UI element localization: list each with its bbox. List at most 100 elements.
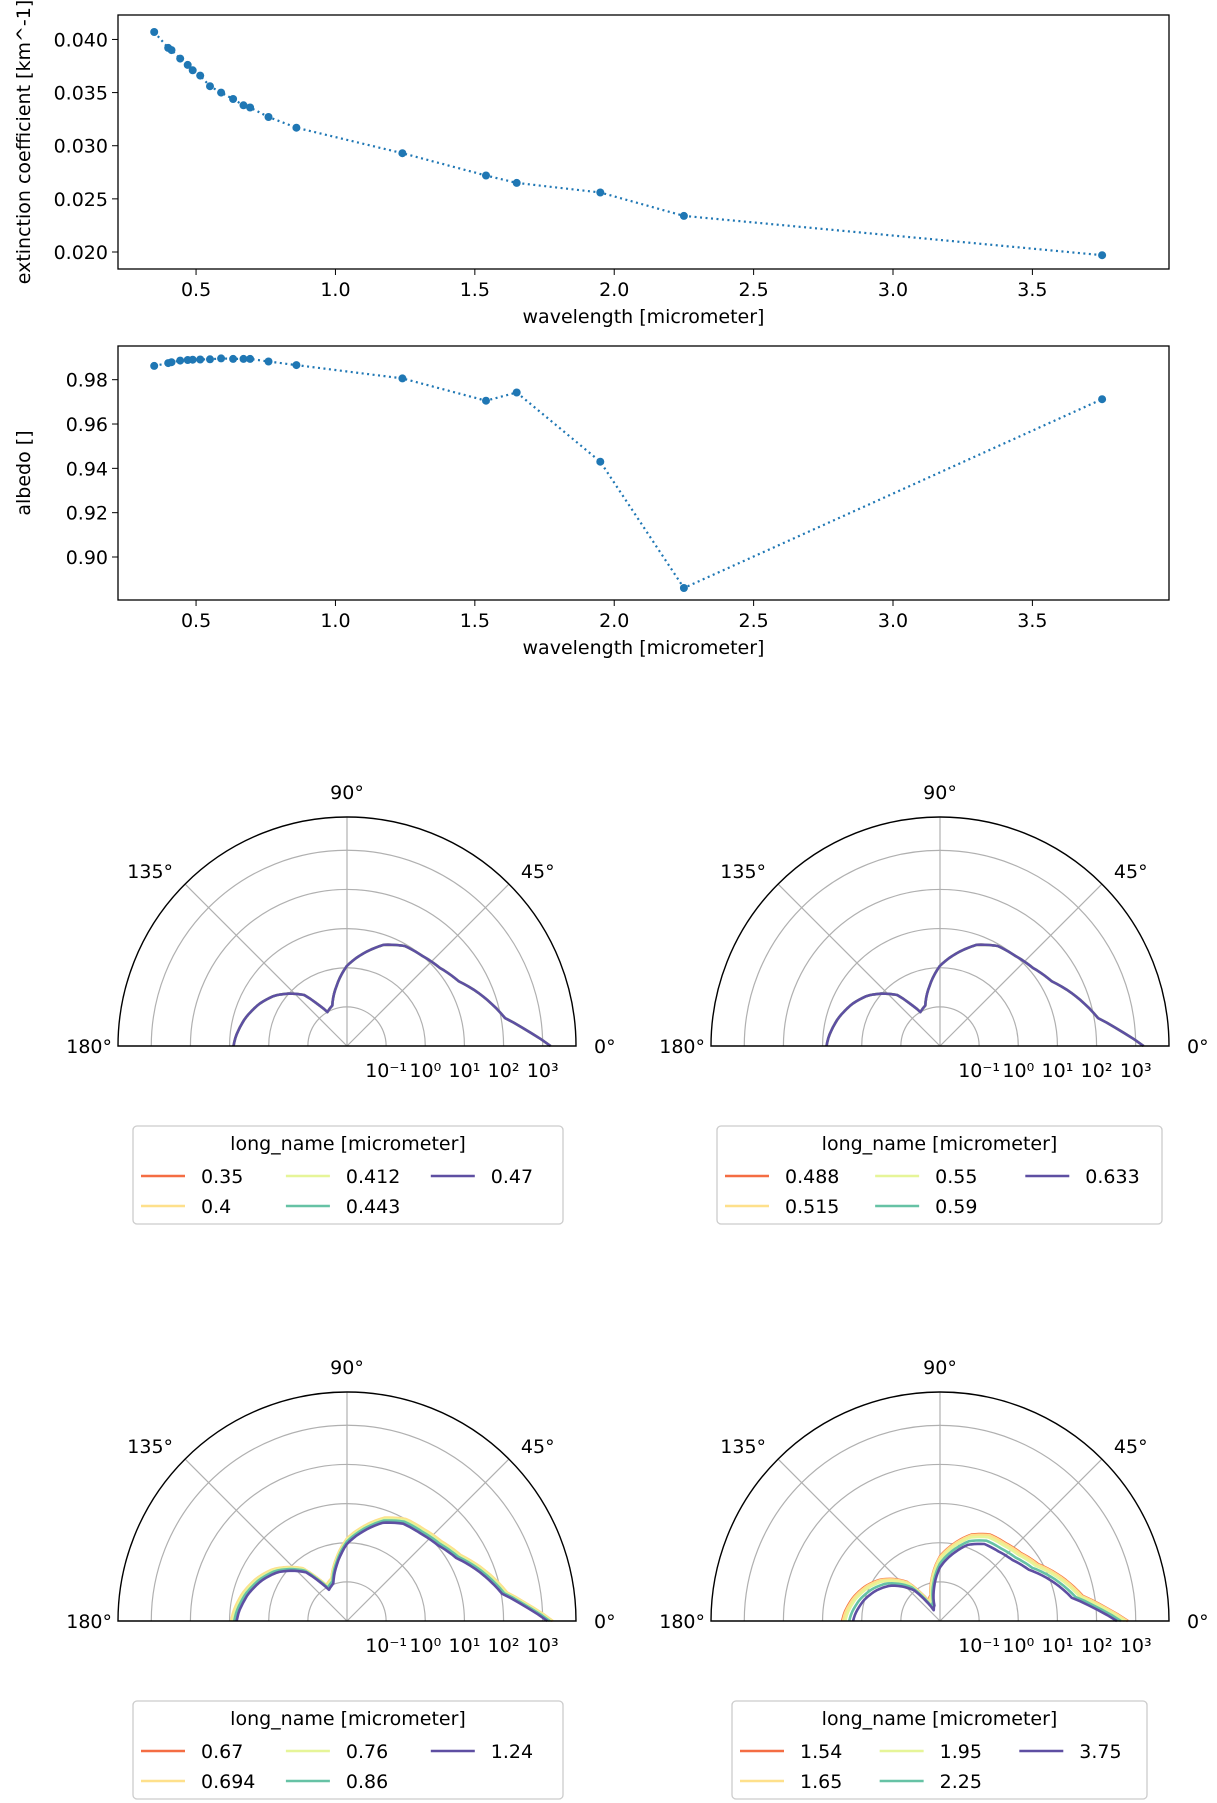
polar-3-r-label: 10⁰: [409, 1635, 441, 1657]
chart-2-ytick-label: 0.98: [66, 370, 108, 392]
chart-2-point: [679, 584, 688, 592]
polar-2-r-label: 10¹: [1042, 1060, 1074, 1082]
chart-1-frame: [117, 14, 1170, 270]
polar-1-legend-label: 0.412: [346, 1166, 400, 1188]
polar-2-theta-label: 90°: [923, 782, 957, 804]
chart-2-frame: [117, 345, 1170, 601]
polar-1-legend-label: 0.35: [201, 1166, 243, 1188]
polar-1-theta-label: 135°: [127, 861, 173, 883]
polar-1-legend-label: 0.443: [346, 1196, 400, 1218]
polar-4-theta-label: 180°: [659, 1611, 705, 1633]
polar-2-legend-label: 0.488: [785, 1166, 839, 1188]
chart-2-xlabel: wavelength [micrometer]: [523, 637, 765, 659]
polar-3-r-label: 10⁻¹: [365, 1635, 407, 1657]
polar-4-r-label: 10⁰: [1002, 1635, 1034, 1657]
polar-3-legend: [132, 1700, 564, 1800]
chart-1-point: [176, 54, 185, 63]
chart-1-ytick-label: 0.020: [54, 242, 108, 264]
chart-2-ytick-label: 0.92: [66, 503, 108, 525]
polar-2-legend-label: 0.515: [785, 1196, 839, 1218]
polar-4-series-line: [851, 1542, 1118, 1623]
polar-1-legend-label: 0.4: [201, 1196, 231, 1218]
polar-3-r-label: 10²: [488, 1635, 520, 1657]
polar-1-r-label: 10⁻¹: [365, 1060, 407, 1082]
polar-1-series-line: [232, 943, 552, 1048]
chart-2-ytick-label: 0.96: [66, 414, 108, 436]
polar-4-r-label: 10²: [1081, 1635, 1113, 1657]
chart-2-ytick-label: 0.94: [66, 458, 108, 480]
chart-2-point: [1098, 395, 1107, 404]
polar-1-theta-label: 180°: [66, 1036, 112, 1058]
polar-4-legend-label: 3.75: [1079, 1741, 1121, 1763]
polar-1-legend-title: long_name [micrometer]: [230, 1133, 466, 1155]
chart-1-ytick-label: 0.040: [54, 29, 108, 51]
polar-4-legend: [731, 1700, 1148, 1800]
polar-3-thetagrid: [346, 1458, 510, 1622]
polar-3-frame: [117, 1391, 577, 1622]
chart-1-point: [188, 66, 197, 75]
chart-2-point: [217, 354, 226, 363]
polar-2-legend-title: long_name [micrometer]: [822, 1133, 1058, 1155]
polar-4-theta-label: 135°: [720, 1436, 766, 1458]
chart-1-xtick-label: 2.0: [599, 279, 629, 301]
chart-2-point: [246, 354, 255, 363]
chart-2-point: [482, 396, 490, 405]
chart-2-point: [206, 355, 214, 364]
polar-3-r-label: 10¹: [449, 1635, 481, 1657]
chart-2-point: [596, 457, 605, 466]
polar-4-theta-label: 0°: [1187, 1611, 1209, 1633]
chart-1-point: [596, 188, 605, 197]
polar-1-r-label: 10¹: [449, 1060, 481, 1082]
polar-4-legend-label: 1.95: [940, 1741, 982, 1763]
polar-4-thetagrid: [939, 1458, 1103, 1622]
polar-1-theta-label: 90°: [330, 782, 364, 804]
polar-2-legend-label: 0.55: [935, 1166, 977, 1188]
polar-2-frame: [710, 816, 1170, 1047]
polar-1-legend: [132, 1125, 564, 1225]
polar-1-thetagrid: [346, 883, 510, 1047]
chart-2-ylabel: albedo []: [13, 430, 35, 515]
chart-1-point: [196, 71, 205, 80]
polar-2-thetagrid: [939, 883, 1103, 1047]
chart-2-point: [398, 374, 407, 383]
polar-1-r-label: 10²: [488, 1060, 520, 1082]
chart-1-point: [292, 123, 301, 132]
chart-2-xtick-label: 3.0: [878, 610, 908, 632]
polar-2-r-label: 10⁻¹: [958, 1060, 1000, 1082]
chart-1-point: [239, 101, 248, 110]
polar-4-r-label: 10¹: [1042, 1635, 1074, 1657]
polar-3-theta-label: 90°: [330, 1357, 364, 1379]
chart-2-point: [264, 357, 273, 366]
chart-2-xtick-label: 2.5: [739, 610, 769, 632]
chart-2-xtick-label: 1.0: [320, 610, 350, 632]
chart-1-point: [679, 211, 688, 220]
chart-1-point: [150, 28, 159, 36]
polar-4-legend-label: 1.54: [800, 1741, 842, 1763]
polar-2-theta-label: 180°: [659, 1036, 705, 1058]
chart-1-xtick-label: 1.0: [320, 279, 350, 301]
polar-3-theta-label: 0°: [594, 1611, 616, 1633]
chart-2-point: [229, 354, 238, 363]
chart-2-point: [167, 358, 176, 367]
polar-2-r-label: 10⁰: [1002, 1060, 1034, 1082]
chart-1-point: [167, 46, 176, 55]
chart-1-xlabel: wavelength [micrometer]: [523, 306, 765, 328]
chart-2-point: [150, 361, 159, 370]
polar-1-theta-label: 0°: [594, 1036, 616, 1058]
chart-2-xtick-label: 0.5: [181, 610, 211, 632]
chart-1-xtick-label: 2.5: [739, 279, 769, 301]
polar-2-theta-label: 135°: [720, 861, 766, 883]
polar-3-series-line: [235, 1521, 549, 1623]
polar-4-r-label: 10⁻¹: [958, 1635, 1000, 1657]
polar-4-frame: [710, 1391, 1170, 1622]
chart-1-point: [264, 113, 273, 121]
polar-3-thetagrid: [184, 1458, 348, 1622]
chart-2-point: [512, 388, 521, 397]
chart-2-xtick-label: 3.5: [1017, 610, 1047, 632]
polar-3-legend-label: 0.76: [346, 1741, 388, 1763]
polar-4-series-line: [840, 1532, 1129, 1623]
polar-4-theta-label: 45°: [1114, 1436, 1148, 1458]
polar-2-r-label: 10²: [1081, 1060, 1113, 1082]
chart-1-point: [217, 88, 226, 97]
